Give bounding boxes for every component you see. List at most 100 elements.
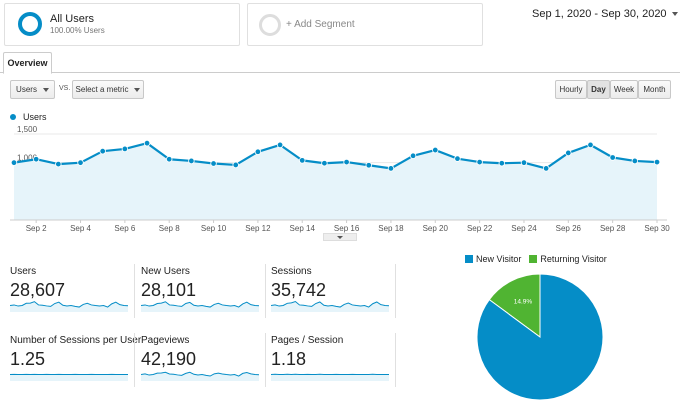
granularity-month-label: Month [643,85,666,94]
users-data-point[interactable] [77,159,84,166]
metric-sparkline [141,301,259,312]
metric-value: 35,742 [271,280,327,300]
users-data-point[interactable] [365,162,372,169]
users-area [14,143,657,220]
users-data-point[interactable] [210,160,217,167]
granularity-week-button[interactable]: Week [610,80,638,99]
metric-select-chevron-icon [42,87,49,92]
users-data-point[interactable] [299,157,306,164]
chart-legend-label: Users [23,112,47,122]
metric-label: Users [10,266,37,277]
users-data-point[interactable] [276,141,284,149]
x-tick-label: Sep 22 [467,224,493,233]
metric-label: Pageviews [141,335,190,346]
vs-label: VS. [59,85,71,92]
granularity-month-button[interactable]: Month [638,80,671,99]
second-metric-label: Select a metric [75,85,129,94]
users-data-point[interactable] [498,160,505,167]
users-data-point[interactable] [454,155,461,162]
tab-divider [0,72,680,73]
users-data-point[interactable] [476,158,483,166]
users-data-point[interactable] [55,160,62,168]
users-data-point[interactable] [232,161,239,169]
segment-ring-icon [18,12,42,36]
tab-overview-label: Overview [7,58,48,68]
chart-collapse-chevron-icon [337,235,343,239]
users-data-point[interactable] [32,156,40,163]
metric-divider [265,264,266,318]
y-tick-label: 1,000 [17,154,38,163]
metric-tile: Pageviews 42,190 [141,335,263,385]
users-data-point[interactable] [321,160,328,167]
granularity-week-label: Week [613,85,635,94]
sparkline-area [141,301,259,312]
users-data-point[interactable] [99,148,106,155]
users-data-point[interactable] [166,156,173,163]
tab-overview[interactable]: Overview [3,52,52,74]
users-data-point[interactable] [188,157,195,165]
chart-collapse-handle[interactable] [323,233,357,241]
users-data-point[interactable] [587,141,594,149]
metric-tile: Number of Sessions per User 1.25 [10,335,141,385]
metric-value: 1.25 [10,349,46,369]
users-data-point[interactable] [387,165,395,172]
users-data-point[interactable] [143,139,151,147]
segment-all-users[interactable]: All Users 100.00% Users [4,3,240,46]
granularity-day-label: Day [591,85,606,94]
returning-visitor-swatch [529,255,538,263]
metric-sparkline [10,373,128,381]
users-data-point[interactable] [121,145,129,153]
x-tick-label: Sep 16 [334,224,360,233]
date-range-picker[interactable]: Sep 1, 2020 - Sep 30, 2020 [532,6,678,22]
metric-divider [395,333,396,387]
pie-slice-new-visitor[interactable] [476,273,604,401]
metric-divider [265,333,266,387]
chart-legend: Users [10,112,47,122]
users-data-point[interactable] [653,158,661,166]
y-tick-label: 1,500 [17,125,38,134]
users-data-point[interactable] [609,154,616,161]
users-data-point[interactable] [631,157,639,165]
users-data-point[interactable] [254,148,262,155]
metric-select-label: Users [16,85,37,94]
x-tick-label: Sep 10 [201,224,227,233]
x-tick-label: Sep 28 [600,224,626,233]
users-data-point[interactable] [432,146,439,154]
granularity-hourly-button[interactable]: Hourly [555,80,587,99]
pie-legend: New Visitor Returning Visitor [465,254,607,264]
pie-label-new-visitor: 85.1% [548,401,567,404]
new-visitor-swatch [465,255,473,263]
second-metric-select[interactable]: Select a metric [72,80,144,99]
granularity-day-button[interactable]: Day [587,80,610,99]
users-data-point[interactable] [565,149,572,157]
metric-tile: Sessions 35,742 [271,266,393,316]
users-data-point[interactable] [542,165,550,172]
metric-value: 28,101 [141,280,197,300]
metric-divider [395,264,396,318]
users-data-point[interactable] [520,159,528,166]
add-segment-button[interactable]: + Add Segment [247,3,483,46]
pie-label-returning-visitor: 14.9% [514,298,533,305]
x-tick-label: Sep 24 [511,224,537,233]
x-tick-label: Sep 6 [114,224,135,233]
metric-label: New Users [141,266,190,277]
metric-select[interactable]: Users [10,80,55,99]
metric-tile: New Users 28,101 [141,266,263,316]
granularity-hourly-label: Hourly [559,85,583,94]
sparkline-line [271,300,389,308]
metric-label: Pages / Session [271,335,344,346]
users-data-point[interactable] [343,158,350,166]
x-tick-label: Sep 8 [159,224,180,233]
metric-value: 42,190 [141,349,197,369]
x-tick-label: Sep 2 [26,224,47,233]
segment-title: All Users [50,13,95,25]
metric-value: 1.18 [271,349,307,369]
metric-divider [134,333,135,387]
metric-label: Sessions [271,266,312,277]
users-data-point[interactable] [409,152,417,159]
pie-slice-returning-visitor[interactable] [488,273,541,338]
pie-legend-returning-visitor: Returning Visitor [540,254,607,264]
x-tick-label: Sep 14 [290,224,316,233]
users-data-point[interactable] [10,159,18,166]
